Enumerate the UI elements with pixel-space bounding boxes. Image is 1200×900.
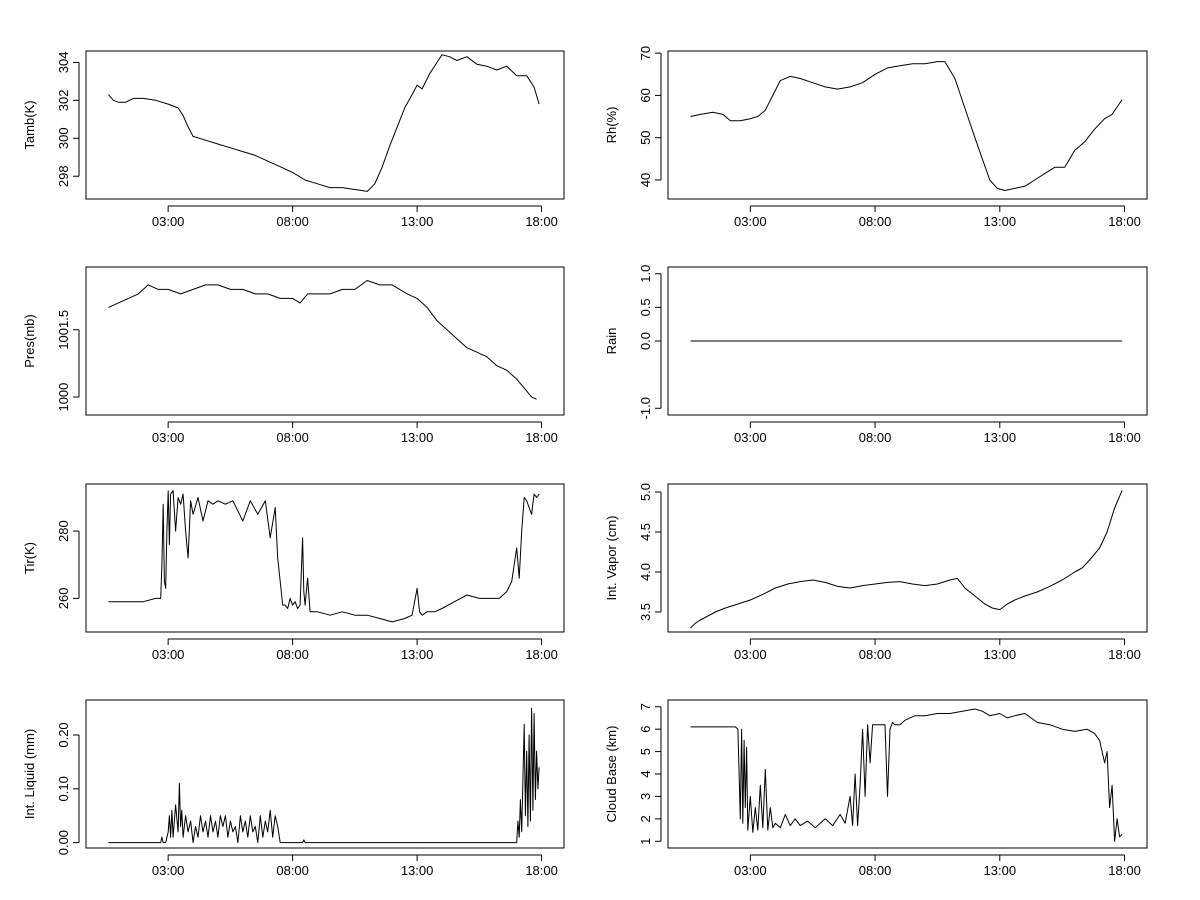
y-tick-label: 0.5 (638, 298, 653, 316)
plot-frame (85, 266, 565, 416)
y-tick-label: -1.0 (638, 397, 653, 419)
y-tick-label: 40 (638, 173, 653, 187)
x-tick-label: 08:00 (276, 647, 309, 662)
y-tick-label: 5.0 (638, 483, 653, 501)
x-tick-label: 03:00 (734, 863, 767, 878)
panel-1: 03:00 08:00 13:00 18:00 298 300 302 304 Tamb(K) (22, 50, 565, 229)
panel-5: 03:00 08:00 13:00 18:00 260 280 Tir(K) (22, 483, 565, 662)
series-line (690, 490, 1123, 629)
x-tick-label: 08:00 (276, 863, 309, 878)
y-tick-label: 3 (638, 793, 653, 800)
y-tick-label: 1000 (56, 383, 71, 412)
panel-3: 03:00 08:00 13:00 18:00 1000 1001.5 Pres(mb) (22, 266, 565, 445)
x-tick-label: 08:00 (276, 430, 309, 445)
y-tick-label: 302 (56, 89, 71, 111)
x-tick-label: 13:00 (401, 214, 434, 229)
panel-6: 03:00 08:00 13:00 18:00 3.5 4.0 4.5 5.0 Int. Vap… (604, 483, 1148, 662)
x-tick-label: 03:00 (734, 430, 767, 445)
x-tick-label: 13:00 (401, 430, 434, 445)
y-tick-label: 5 (638, 748, 653, 755)
panel-4: 03:00 08:00 13:00 18:00 -1.0 0.0 0.5 1.0 Rain (604, 265, 1148, 445)
x-tick-label: 18:00 (525, 863, 558, 878)
plot-frame (85, 699, 565, 849)
x-tick-label: 18:00 (1108, 430, 1141, 445)
series-line (108, 707, 540, 844)
x-tick-label: 18:00 (525, 647, 558, 662)
y-tick-label: 280 (56, 520, 71, 542)
x-tick-label: 08:00 (859, 647, 892, 662)
y-tick-label: 0.00 (56, 830, 71, 855)
series-line (108, 280, 537, 400)
y-tick-label: 2 (638, 815, 653, 822)
x-tick-label: 13:00 (401, 647, 434, 662)
y-tick-label: 1.0 (638, 265, 653, 283)
y-tick-label: 298 (56, 165, 71, 187)
y-axis-label: Rh(%) (604, 107, 619, 144)
x-tick-label: 18:00 (525, 430, 558, 445)
x-tick-label: 08:00 (859, 214, 892, 229)
y-tick-label: 6 (638, 726, 653, 733)
y-tick-label: 70 (638, 46, 653, 60)
y-tick-label: 4 (638, 770, 653, 777)
x-tick-label: 03:00 (152, 863, 185, 878)
series-line (108, 490, 540, 623)
x-tick-label: 18:00 (1108, 863, 1141, 878)
y-tick-label: 0.20 (56, 722, 71, 747)
x-tick-label: 08:00 (859, 863, 892, 878)
y-axis-label: Rain (604, 328, 619, 355)
plot-frame (667, 699, 1148, 849)
series-line (108, 54, 540, 192)
series-line (690, 708, 1123, 842)
y-axis-label: Int. Liquid (mm) (22, 729, 37, 819)
y-tick-label: 4.0 (638, 563, 653, 581)
y-tick-label: 260 (56, 588, 71, 610)
x-tick-label: 13:00 (984, 647, 1017, 662)
y-tick-label: 1001.5 (56, 310, 71, 350)
x-tick-label: 08:00 (276, 214, 309, 229)
y-axis-label: Int. Vapor (cm) (604, 515, 619, 600)
y-tick-label: 50 (638, 130, 653, 144)
x-tick-label: 03:00 (734, 647, 767, 662)
plot-frame (85, 50, 565, 200)
y-axis-label: Pres(mb) (22, 314, 37, 367)
x-tick-label: 03:00 (734, 214, 767, 229)
x-tick-label: 18:00 (525, 214, 558, 229)
y-axis-label: Tamb(K) (22, 100, 37, 149)
y-tick-label: 1 (638, 838, 653, 845)
x-tick-label: 18:00 (1108, 647, 1141, 662)
y-axis-label: Tir(K) (22, 542, 37, 574)
x-tick-label: 13:00 (401, 863, 434, 878)
y-tick-label: 300 (56, 127, 71, 149)
x-tick-label: 03:00 (152, 214, 185, 229)
y-tick-label: 7 (638, 703, 653, 710)
panel-2: 03:00 08:00 13:00 18:00 40 50 60 70 Rh(%) (604, 46, 1148, 229)
x-tick-label: 08:00 (859, 430, 892, 445)
x-tick-label: 13:00 (984, 214, 1017, 229)
plot-frame (667, 483, 1148, 633)
y-tick-label: 304 (56, 52, 71, 74)
panel-7: 03:00 08:00 13:00 18:00 0.00 0.10 0.20 Int. Liq… (22, 699, 565, 878)
x-tick-label: 13:00 (984, 863, 1017, 878)
y-tick-label: 3.5 (638, 603, 653, 621)
panel-8: 03:00 08:00 13:00 18:00 1 2 3 4 5 6 7 Cloud Base (k… (604, 699, 1148, 878)
plot-frame (85, 483, 565, 633)
plot-frame (667, 266, 1148, 416)
y-tick-label: 60 (638, 88, 653, 102)
x-tick-label: 13:00 (984, 430, 1017, 445)
y-axis-label: Cloud Base (km) (604, 726, 619, 823)
y-tick-label: 0.10 (56, 776, 71, 801)
x-tick-label: 18:00 (1108, 214, 1141, 229)
series-line (690, 61, 1123, 191)
x-tick-label: 03:00 (152, 647, 185, 662)
y-tick-label: 0.0 (638, 332, 653, 350)
plot-frame (667, 50, 1148, 200)
x-tick-label: 03:00 (152, 430, 185, 445)
y-tick-label: 4.5 (638, 523, 653, 541)
